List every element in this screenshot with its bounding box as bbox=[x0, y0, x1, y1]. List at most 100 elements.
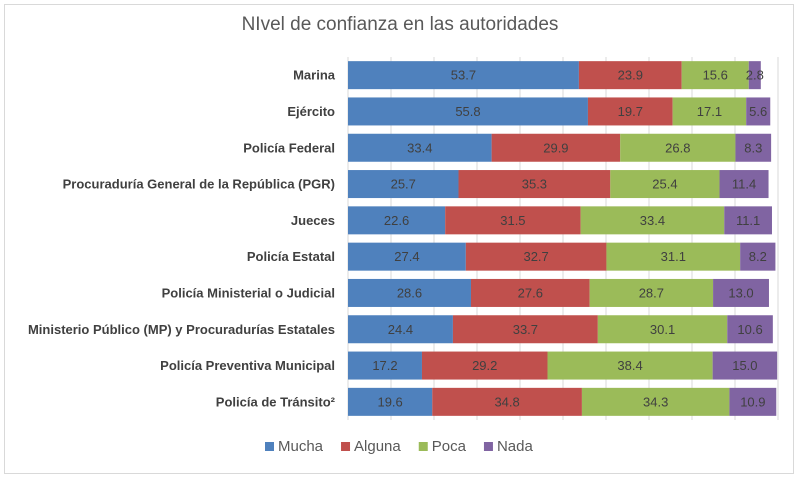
data-label: 2.8 bbox=[746, 68, 764, 83]
bar-poca bbox=[620, 133, 736, 162]
bar-mucha bbox=[348, 242, 466, 271]
data-label: 27.4 bbox=[394, 249, 419, 264]
data-label: 5.6 bbox=[749, 104, 767, 119]
category-label: Ministerio Público (MP) y Procuradurías … bbox=[28, 322, 335, 337]
data-label: 25.4 bbox=[652, 177, 677, 192]
data-label: 17.2 bbox=[372, 358, 397, 373]
category-label: Policía Federal bbox=[243, 140, 335, 155]
category-label: Policía Estatal bbox=[247, 249, 335, 264]
bar-poca bbox=[581, 387, 730, 416]
category-label: Ejército bbox=[287, 104, 335, 119]
data-label: 25.7 bbox=[391, 177, 416, 192]
bar-mucha bbox=[348, 133, 492, 162]
bar-poca bbox=[610, 170, 720, 199]
data-label: 8.3 bbox=[744, 140, 762, 155]
data-label: 33.4 bbox=[640, 213, 665, 228]
bar-mucha bbox=[348, 387, 433, 416]
data-label: 27.6 bbox=[518, 285, 543, 300]
data-label: 53.7 bbox=[451, 68, 476, 83]
bar-poca bbox=[672, 97, 747, 126]
bar-alguna bbox=[587, 97, 673, 126]
category-label: Procuraduría General de la República (PG… bbox=[63, 177, 335, 192]
legend-label: Mucha bbox=[278, 438, 324, 455]
bar-poca bbox=[589, 278, 714, 307]
legend-swatch-alguna bbox=[341, 442, 351, 451]
bar-poca bbox=[580, 206, 725, 235]
data-label: 30.1 bbox=[650, 322, 675, 337]
legend-swatch-mucha bbox=[265, 442, 274, 451]
category-label: Policía Ministerial o Judicial bbox=[162, 285, 335, 300]
legend-swatch-nada bbox=[483, 442, 493, 451]
bar-alguna bbox=[465, 242, 607, 271]
data-label: 34.3 bbox=[643, 394, 668, 409]
data-label: 29.9 bbox=[543, 140, 568, 155]
bar-nada bbox=[729, 387, 777, 416]
data-label: 19.6 bbox=[377, 394, 402, 409]
data-label: 35.3 bbox=[522, 177, 547, 192]
bar-mucha bbox=[348, 351, 422, 380]
legend-label: Alguna bbox=[354, 438, 401, 455]
category-label: Jueces bbox=[291, 213, 335, 228]
data-label: 8.2 bbox=[749, 249, 767, 264]
category-label: Policía Preventiva Municipal bbox=[160, 358, 335, 373]
bar-alguna bbox=[458, 170, 611, 199]
data-label: 19.7 bbox=[618, 104, 643, 119]
bar-nada bbox=[727, 315, 773, 344]
data-label: 31.1 bbox=[661, 249, 686, 264]
data-label: 24.4 bbox=[388, 322, 413, 337]
data-label: 55.8 bbox=[455, 104, 480, 119]
bar-mucha bbox=[348, 170, 459, 199]
data-label: 11.4 bbox=[732, 177, 756, 192]
bar-poca bbox=[606, 242, 741, 271]
bar-nada bbox=[713, 278, 769, 307]
bar-nada bbox=[719, 170, 769, 199]
bar-alguna bbox=[445, 206, 581, 235]
bar-nada bbox=[735, 133, 772, 162]
legend-swatch-poca bbox=[418, 442, 428, 451]
data-label: 22.6 bbox=[384, 213, 409, 228]
bar-mucha bbox=[348, 315, 453, 344]
legend-label: Nada bbox=[497, 438, 534, 455]
data-label: 15.0 bbox=[732, 358, 757, 373]
data-label: 17.1 bbox=[697, 104, 722, 119]
chart-title: NIvel de confianza en las autoridades bbox=[241, 14, 559, 35]
bar-mucha bbox=[348, 278, 471, 307]
data-label: 31.5 bbox=[500, 213, 525, 228]
bar-alguna bbox=[491, 133, 621, 162]
data-label: 29.2 bbox=[472, 358, 497, 373]
category-label: Policía de Tránsito² bbox=[216, 394, 336, 409]
data-label: 10.6 bbox=[737, 322, 762, 337]
data-label: 11.1 bbox=[736, 213, 760, 228]
data-label: 28.7 bbox=[639, 285, 664, 300]
bar-nada bbox=[748, 61, 761, 90]
data-label: 10.9 bbox=[740, 394, 765, 409]
bar-nada bbox=[712, 351, 778, 380]
data-label: 33.7 bbox=[513, 322, 538, 337]
data-label: 38.4 bbox=[617, 358, 642, 373]
bar-alguna bbox=[578, 61, 682, 90]
bar-alguna bbox=[432, 387, 582, 416]
legend-label: Poca bbox=[432, 438, 467, 455]
bar-nada bbox=[746, 97, 771, 126]
bar-alguna bbox=[452, 315, 598, 344]
bar-alguna bbox=[421, 351, 548, 380]
bar-mucha bbox=[348, 61, 579, 90]
bar-alguna bbox=[470, 278, 590, 307]
data-label: 34.8 bbox=[494, 394, 519, 409]
bar-mucha bbox=[348, 97, 588, 126]
data-label: 28.6 bbox=[397, 285, 422, 300]
bar-nada bbox=[740, 242, 776, 271]
data-label: 32.7 bbox=[523, 249, 548, 264]
data-label: 13.0 bbox=[728, 285, 753, 300]
category-label: Marina bbox=[293, 68, 336, 83]
data-label: 33.4 bbox=[407, 140, 432, 155]
data-label: 26.8 bbox=[665, 140, 690, 155]
bar-poca bbox=[547, 351, 713, 380]
bar-nada bbox=[724, 206, 772, 235]
data-label: 23.9 bbox=[618, 68, 643, 83]
bar-mucha bbox=[348, 206, 446, 235]
data-label: 15.6 bbox=[703, 68, 728, 83]
bar-poca bbox=[597, 315, 728, 344]
bar-poca bbox=[681, 61, 749, 90]
